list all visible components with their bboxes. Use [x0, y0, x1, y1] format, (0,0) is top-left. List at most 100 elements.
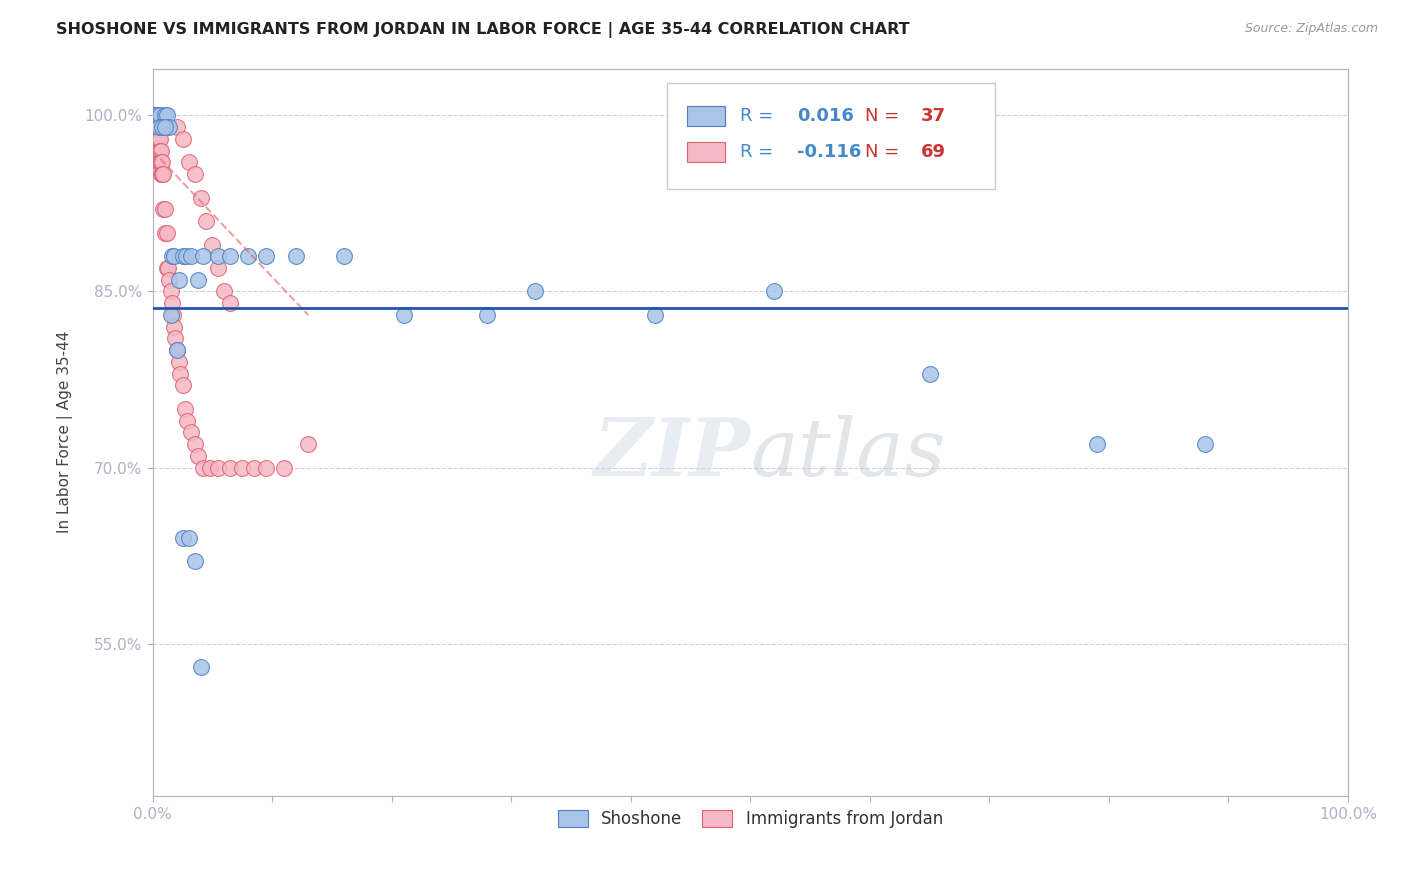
Point [165, 331, 187, 345]
Point [146, 144, 169, 158]
Point [174, 249, 197, 263]
Point [150, 144, 173, 158]
Point [201, 237, 224, 252]
Point [644, 308, 666, 322]
Point [143, 132, 166, 146]
Point [146, 132, 169, 146]
Point [142, 120, 165, 135]
Point [195, 214, 218, 228]
Point [159, 120, 181, 135]
Point [214, 285, 236, 299]
Point [145, 120, 167, 135]
Point [145, 108, 167, 122]
Point [148, 120, 170, 135]
Point [149, 132, 172, 146]
Point [273, 460, 295, 475]
Point [333, 249, 356, 263]
Text: 69: 69 [921, 144, 946, 161]
Point [153, 108, 176, 122]
Point [166, 343, 188, 358]
Point [167, 273, 190, 287]
FancyBboxPatch shape [688, 142, 725, 162]
Text: R =: R = [740, 107, 779, 125]
Point [160, 296, 183, 310]
Point [148, 155, 170, 169]
Point [254, 249, 277, 263]
Point [243, 460, 266, 475]
Point [1194, 437, 1216, 451]
FancyBboxPatch shape [688, 105, 725, 126]
Point [219, 249, 242, 263]
Point [156, 108, 179, 122]
Point [187, 273, 209, 287]
Point [180, 249, 202, 263]
Point [180, 425, 202, 440]
Y-axis label: In Labor Force | Age 35-44: In Labor Force | Age 35-44 [58, 331, 73, 533]
Point [149, 155, 172, 169]
Point [285, 249, 308, 263]
Legend: Shoshone, Immigrants from Jordan: Shoshone, Immigrants from Jordan [551, 804, 949, 835]
Point [145, 132, 167, 146]
Point [153, 120, 176, 135]
Point [172, 531, 194, 545]
Point [183, 554, 205, 568]
Point [191, 249, 214, 263]
Point [163, 249, 186, 263]
Point [143, 120, 166, 135]
Point [187, 449, 209, 463]
Point [190, 660, 212, 674]
Text: atlas: atlas [751, 416, 946, 493]
Point [177, 155, 200, 169]
Point [183, 437, 205, 451]
Point [159, 308, 181, 322]
Point [169, 367, 191, 381]
Point [150, 155, 173, 169]
Point [148, 132, 170, 146]
Text: N =: N = [865, 107, 905, 125]
Text: 0.016: 0.016 [797, 107, 853, 125]
Point [174, 401, 197, 416]
Point [166, 120, 188, 135]
Point [176, 413, 198, 427]
Point [143, 108, 166, 122]
Point [145, 144, 167, 158]
Point [163, 319, 186, 334]
Point [148, 144, 170, 158]
Point [477, 308, 499, 322]
Point [149, 144, 172, 158]
Point [524, 285, 547, 299]
Point [162, 308, 184, 322]
Point [146, 108, 169, 122]
Point [143, 108, 166, 122]
Point [142, 108, 165, 122]
Point [150, 155, 173, 169]
Point [191, 460, 214, 475]
Point [148, 120, 170, 135]
Text: ZIP: ZIP [593, 416, 751, 493]
Point [160, 249, 183, 263]
Text: Source: ZipAtlas.com: Source: ZipAtlas.com [1244, 22, 1378, 36]
Point [149, 108, 172, 122]
Point [159, 285, 181, 299]
Point [156, 260, 179, 275]
Point [172, 249, 194, 263]
Point [150, 167, 173, 181]
Text: SHOSHONE VS IMMIGRANTS FROM JORDAN IN LABOR FORCE | AGE 35-44 CORRELATION CHART: SHOSHONE VS IMMIGRANTS FROM JORDAN IN LA… [56, 22, 910, 38]
FancyBboxPatch shape [666, 83, 995, 188]
Point [146, 120, 169, 135]
Point [146, 108, 169, 122]
Point [183, 167, 205, 181]
Point [152, 202, 174, 217]
Point [219, 296, 242, 310]
Point [142, 108, 165, 122]
Point [231, 460, 253, 475]
Point [150, 167, 173, 181]
Point [152, 167, 174, 181]
Point [219, 460, 242, 475]
Point [166, 343, 188, 358]
Point [207, 260, 229, 275]
Point [207, 249, 229, 263]
Text: 37: 37 [921, 107, 946, 125]
Point [1085, 437, 1108, 451]
Point [297, 437, 319, 451]
